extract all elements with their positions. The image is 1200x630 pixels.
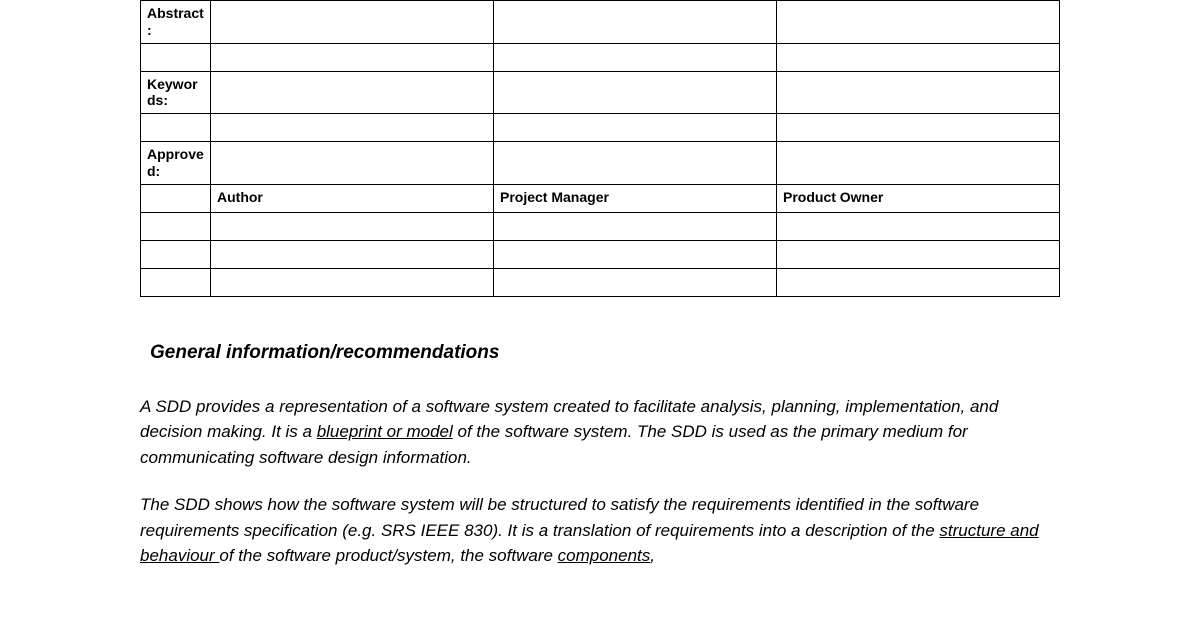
spacer-cell (211, 43, 494, 71)
signature-cell (494, 240, 777, 268)
approved-cell-3 (777, 142, 1060, 185)
table-row (141, 212, 1060, 240)
spacer-cell (494, 43, 777, 71)
signature-cell (777, 212, 1060, 240)
table-row (141, 240, 1060, 268)
signature-cell (141, 268, 211, 296)
table-row: Approved: (141, 142, 1060, 185)
signature-cell (494, 268, 777, 296)
keywords-label: Keywords: (141, 71, 211, 114)
signature-cell (211, 212, 494, 240)
spacer-cell (211, 114, 494, 142)
signature-cell (211, 268, 494, 296)
table-row: Author Project Manager Product Owner (141, 184, 1060, 212)
signature-cell (777, 268, 1060, 296)
keywords-cell-3 (777, 71, 1060, 114)
metadata-table: Abstract: Keywords: (140, 0, 1060, 297)
signature-cell (141, 212, 211, 240)
table-row: Keywords: (141, 71, 1060, 114)
section-heading: General information/recommendations (150, 342, 1060, 364)
paragraph-2: The SDD shows how the software system wi… (140, 492, 1060, 569)
abstract-cell-3 (777, 1, 1060, 44)
spacer-cell (494, 114, 777, 142)
abstract-cell-1 (211, 1, 494, 44)
table-row (141, 43, 1060, 71)
abstract-label: Abstract: (141, 1, 211, 44)
abstract-cell-2 (494, 1, 777, 44)
spacer-cell (141, 114, 211, 142)
spacer-cell (777, 43, 1060, 71)
approved-cell-2 (494, 142, 777, 185)
keywords-cell-1 (211, 71, 494, 114)
spacer-cell (141, 43, 211, 71)
paragraph-1: A SDD provides a representation of a sof… (140, 394, 1060, 471)
spacer-cell (777, 114, 1060, 142)
table-row (141, 268, 1060, 296)
product-owner-header: Product Owner (777, 184, 1060, 212)
signature-cell (777, 240, 1060, 268)
project-manager-header: Project Manager (494, 184, 777, 212)
table-row: Abstract: (141, 1, 1060, 44)
author-header: Author (211, 184, 494, 212)
table-row (141, 114, 1060, 142)
document-container: Abstract: Keywords: (0, 0, 1200, 569)
role-header-empty (141, 184, 211, 212)
signature-cell (141, 240, 211, 268)
signature-cell (494, 212, 777, 240)
approved-cell-1 (211, 142, 494, 185)
signature-cell (211, 240, 494, 268)
keywords-cell-2 (494, 71, 777, 114)
approved-label: Approved: (141, 142, 211, 185)
